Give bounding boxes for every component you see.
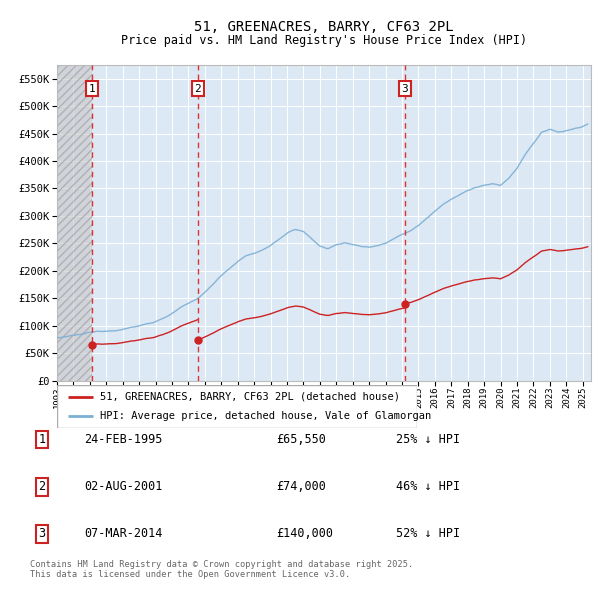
Text: 3: 3 [38, 527, 46, 540]
Text: 46% ↓ HPI: 46% ↓ HPI [396, 480, 460, 493]
Text: 25% ↓ HPI: 25% ↓ HPI [396, 433, 460, 446]
Text: 24-FEB-1995: 24-FEB-1995 [84, 433, 163, 446]
Text: £74,000: £74,000 [276, 480, 326, 493]
Text: 07-MAR-2014: 07-MAR-2014 [84, 527, 163, 540]
Text: 3: 3 [401, 84, 409, 94]
Text: £140,000: £140,000 [276, 527, 333, 540]
Text: HPI: Average price, detached house, Vale of Glamorgan: HPI: Average price, detached house, Vale… [100, 411, 431, 421]
Text: Price paid vs. HM Land Registry's House Price Index (HPI): Price paid vs. HM Land Registry's House … [121, 34, 527, 47]
Text: 02-AUG-2001: 02-AUG-2001 [84, 480, 163, 493]
Text: £65,550: £65,550 [276, 433, 326, 446]
Text: Contains HM Land Registry data © Crown copyright and database right 2025.
This d: Contains HM Land Registry data © Crown c… [30, 560, 413, 579]
Text: 1: 1 [88, 84, 95, 94]
Text: 2: 2 [38, 480, 46, 493]
Bar [57, 65, 92, 381]
Text: 2: 2 [194, 84, 202, 94]
Text: 52% ↓ HPI: 52% ↓ HPI [396, 527, 460, 540]
Text: 1: 1 [38, 433, 46, 446]
Text: 51, GREENACRES, BARRY, CF63 2PL: 51, GREENACRES, BARRY, CF63 2PL [194, 19, 454, 34]
Text: 51, GREENACRES, BARRY, CF63 2PL (detached house): 51, GREENACRES, BARRY, CF63 2PL (detache… [100, 392, 400, 402]
